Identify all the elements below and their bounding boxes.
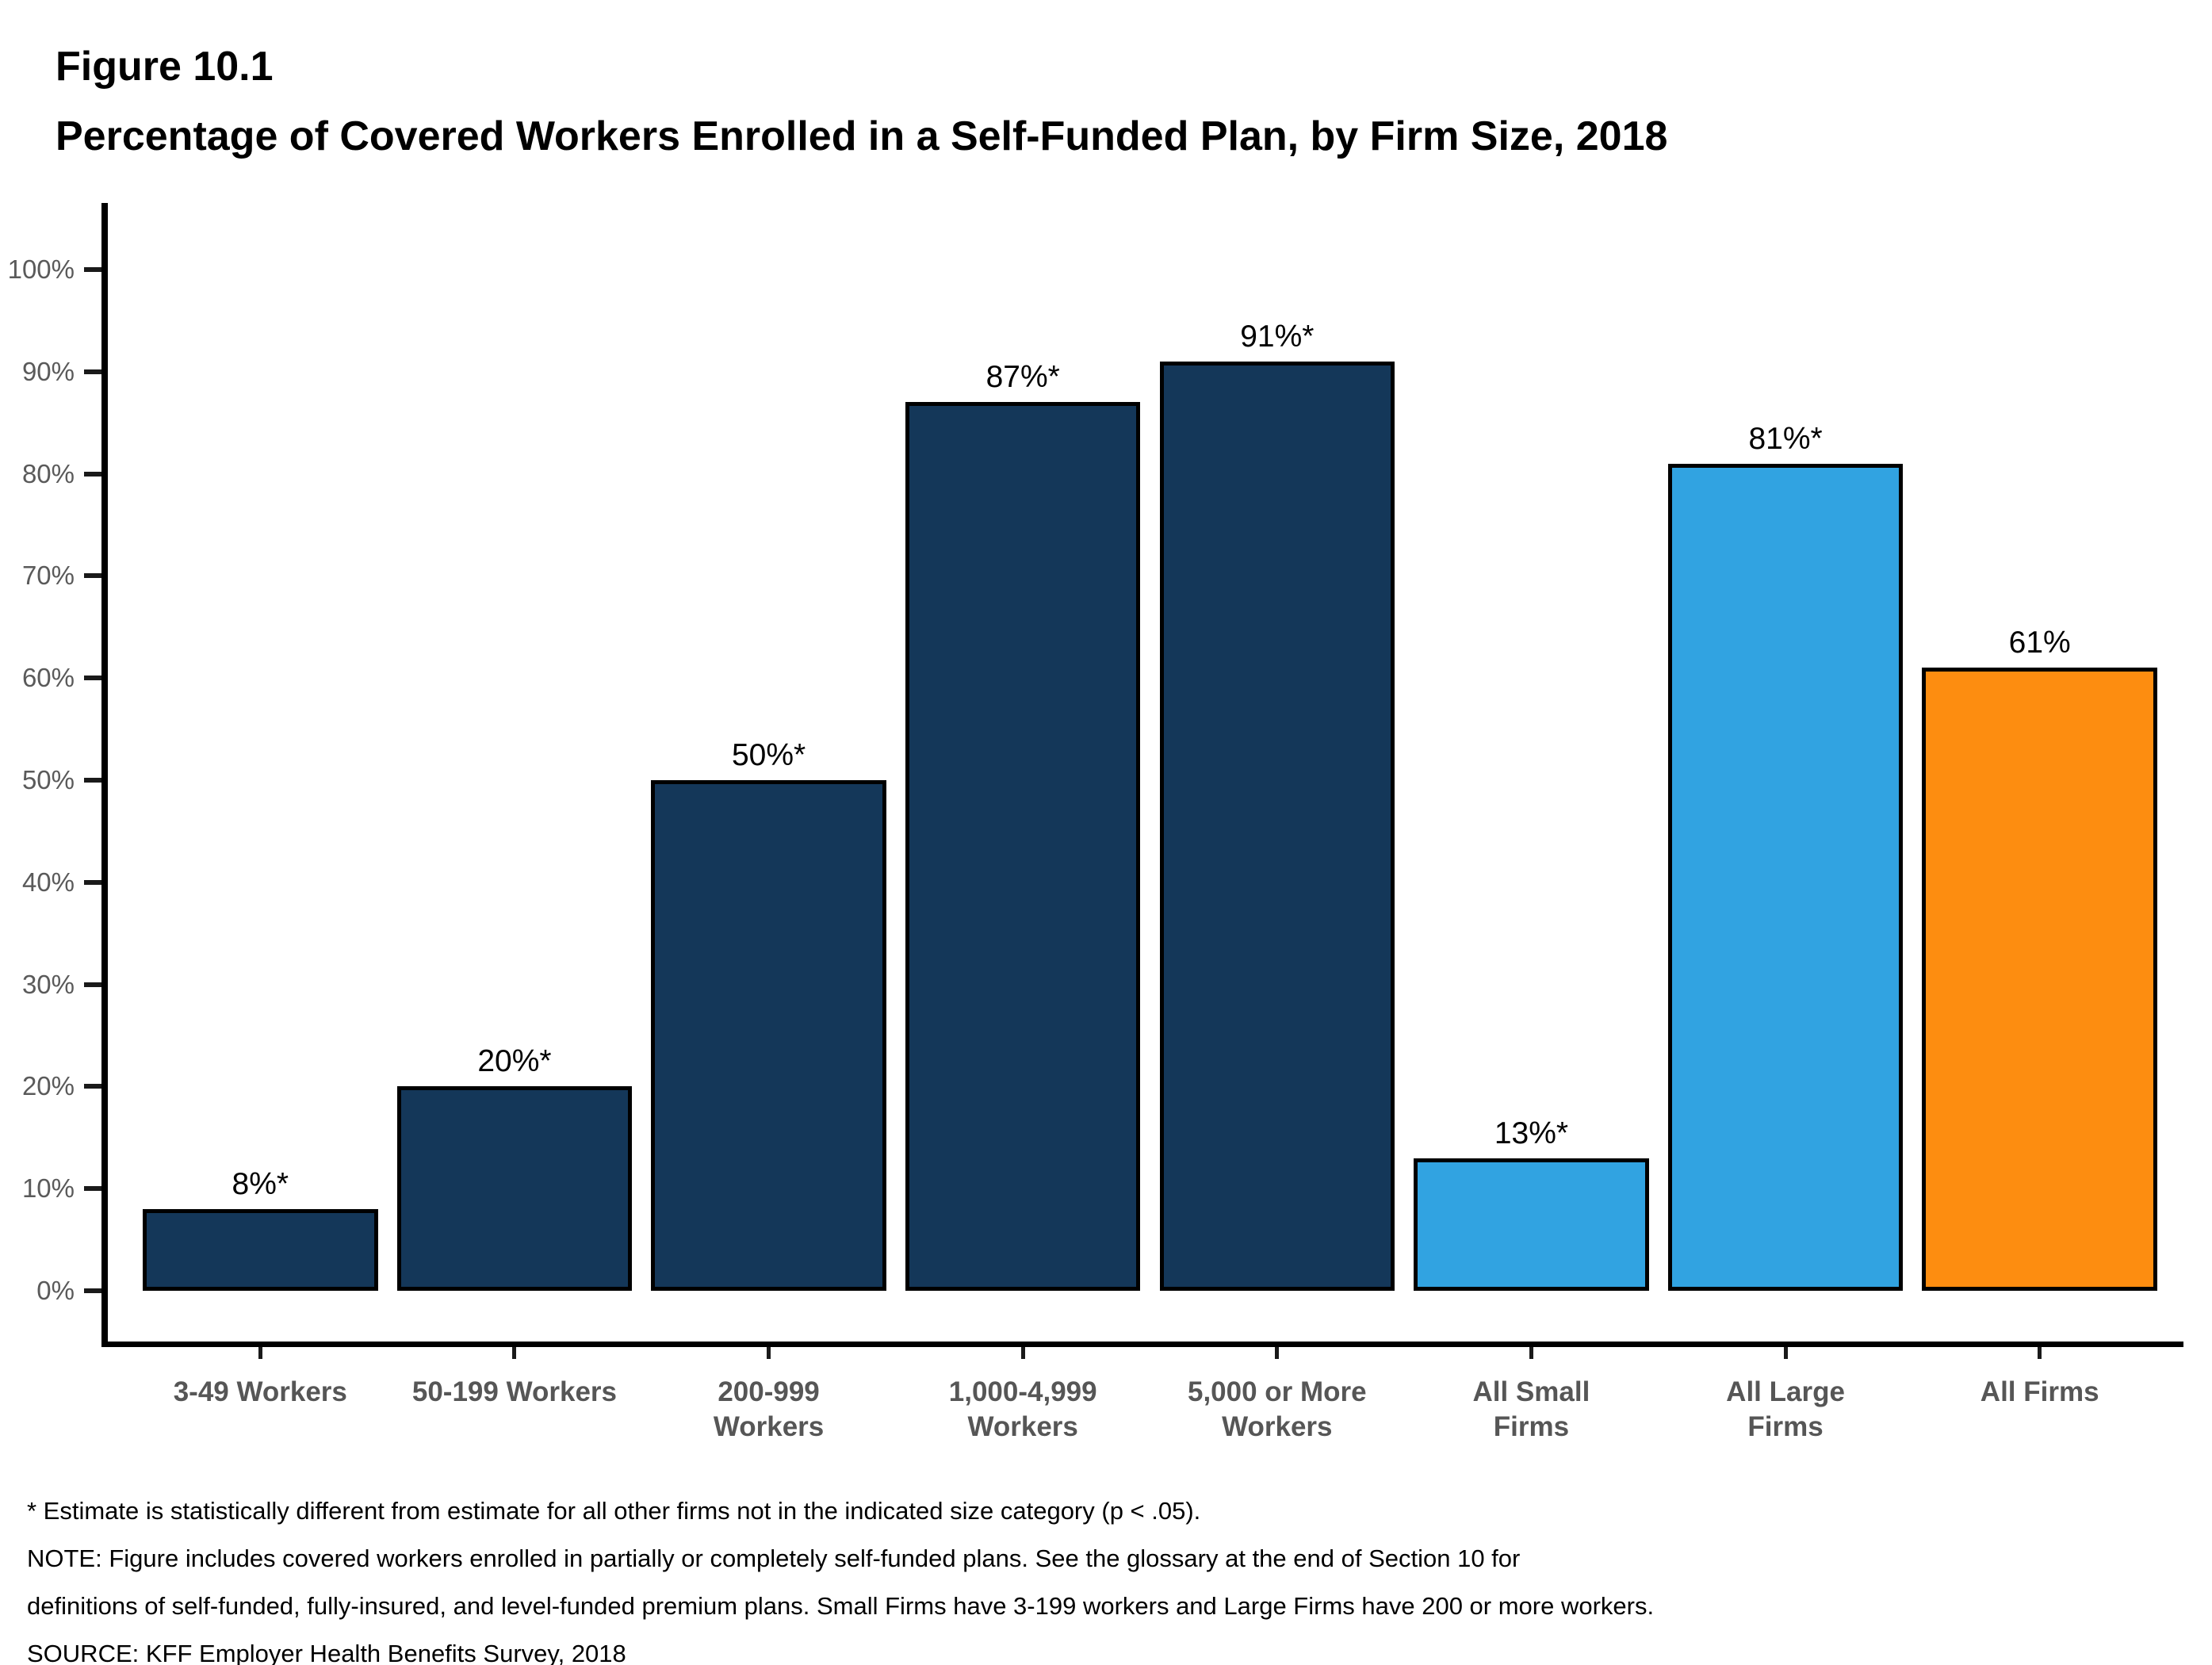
footnote-source: SOURCE: KFF Employer Health Benefits Sur… <box>27 1640 626 1665</box>
figure-label: Figure 10.1 <box>55 44 274 90</box>
bar-slot: 13%* <box>1404 205 1659 1291</box>
footnote-note-1: NOTE: Figure includes covered workers en… <box>27 1544 1521 1572</box>
y-tick-label: 0% <box>36 1276 75 1305</box>
y-tick-mark <box>84 573 101 579</box>
x-tick-slot <box>896 1347 1150 1360</box>
x-axis-line <box>101 1342 2183 1347</box>
bar-value-label: 87%* <box>985 360 1060 395</box>
y-tick-label: 90% <box>21 356 75 386</box>
x-tick-slot <box>1659 1347 1913 1360</box>
x-tick-slot <box>388 1347 642 1360</box>
figure-title: Percentage of Covered Workers Enrolled i… <box>55 113 1668 159</box>
y-tick-mark <box>84 1186 101 1192</box>
y-tick-label: 30% <box>21 969 75 999</box>
bar-value-label: 91%* <box>1240 319 1315 354</box>
y-tick-mark <box>84 879 101 885</box>
y-tick-mark <box>84 676 101 681</box>
bar-slot: 91%* <box>1150 205 1405 1291</box>
bar-slot: 8%* <box>133 205 388 1291</box>
y-tick-label: 80% <box>21 458 75 488</box>
y-axis-line <box>101 203 108 1347</box>
bar-value-label: 20%* <box>477 1044 552 1079</box>
y-tick-mark <box>84 369 101 374</box>
x-tick-mark <box>1020 1347 1025 1359</box>
x-tick-slot <box>1150 1347 1405 1360</box>
bars-area: 8%* 20%* 50%* 87%* 91%* 13%* 81%* 61% <box>133 205 2167 1291</box>
y-tick-label: 100% <box>7 255 75 284</box>
bar-value-label: 50%* <box>731 738 806 772</box>
x-tick-slot <box>1912 1347 2167 1360</box>
x-tick-mark <box>1275 1347 1280 1359</box>
y-tick-label: 10% <box>21 1173 75 1204</box>
bar-value-label: 81%* <box>1748 421 1823 456</box>
y-tick-label: 50% <box>21 765 75 794</box>
category-label: 1,000-4,999 Workers <box>948 1376 1097 1442</box>
x-tick-slot <box>1404 1347 1659 1360</box>
category-label: 200-999 Workers <box>713 1376 825 1442</box>
y-tick-label: 40% <box>21 867 75 897</box>
y-tick-label: 70% <box>21 561 75 591</box>
footnotes: * Estimate is statistically different fr… <box>27 1487 2104 1665</box>
bar-value-label: 13%* <box>1494 1116 1569 1150</box>
footnote-asterisk: * Estimate is statistically different fr… <box>27 1497 1201 1525</box>
x-tick-mark <box>2038 1347 2042 1359</box>
title-block: Figure 10.1 Percentage of Covered Worker… <box>55 46 1667 157</box>
category-label: All Small Firms <box>1472 1376 1590 1442</box>
footnote-note-2: definitions of self-funded, fully-insure… <box>27 1592 1655 1620</box>
category-label: 3-49 Workers <box>173 1376 347 1407</box>
bar-value-label: 61% <box>2008 626 2071 660</box>
bar-slot: 81%* <box>1659 205 1913 1291</box>
bar-5-000-or-more-workers <box>1159 361 1395 1291</box>
bar-slot: 50%* <box>641 205 896 1291</box>
bar-3-49-workers <box>143 1208 378 1291</box>
category-label: All Large Firms <box>1726 1376 1845 1442</box>
bar-all-large-firms <box>1667 463 1904 1291</box>
bar-value-label: 8%* <box>232 1166 289 1201</box>
bar-all-small-firms <box>1414 1158 1649 1291</box>
category-labels: 3-49 Workers 50-199 Workers 200-999 Worker… <box>133 1375 2167 1445</box>
x-tick-slot <box>133 1347 388 1360</box>
bar-200-999-workers <box>651 780 886 1291</box>
x-axis-ticks <box>133 1347 2167 1360</box>
bar-50-199-workers <box>396 1086 633 1291</box>
category-label: All Firms <box>1980 1376 2099 1407</box>
x-tick-slot <box>641 1347 896 1360</box>
y-tick-mark <box>84 471 101 477</box>
y-tick-mark <box>84 267 101 272</box>
bar-1-000-4-999-workers <box>905 402 1141 1291</box>
category-label: 5,000 or More Workers <box>1187 1376 1367 1442</box>
bar-slot: 87%* <box>896 205 1150 1291</box>
y-tick-mark <box>84 982 101 987</box>
x-tick-mark <box>512 1347 517 1359</box>
bar-all-firms <box>1922 668 2157 1291</box>
y-tick-mark <box>84 1084 101 1089</box>
bar-slot: 61% <box>1912 205 2167 1291</box>
x-tick-mark <box>258 1347 262 1359</box>
x-tick-mark <box>1783 1347 1788 1359</box>
bar-slot: 20%* <box>388 205 642 1291</box>
x-tick-mark <box>1529 1347 1533 1359</box>
category-label: 50-199 Workers <box>411 1376 617 1407</box>
y-tick-label: 20% <box>21 1071 75 1101</box>
y-tick-mark <box>84 778 101 783</box>
x-tick-mark <box>767 1347 771 1359</box>
y-tick-mark <box>84 1288 101 1293</box>
y-tick-label: 60% <box>21 663 75 693</box>
